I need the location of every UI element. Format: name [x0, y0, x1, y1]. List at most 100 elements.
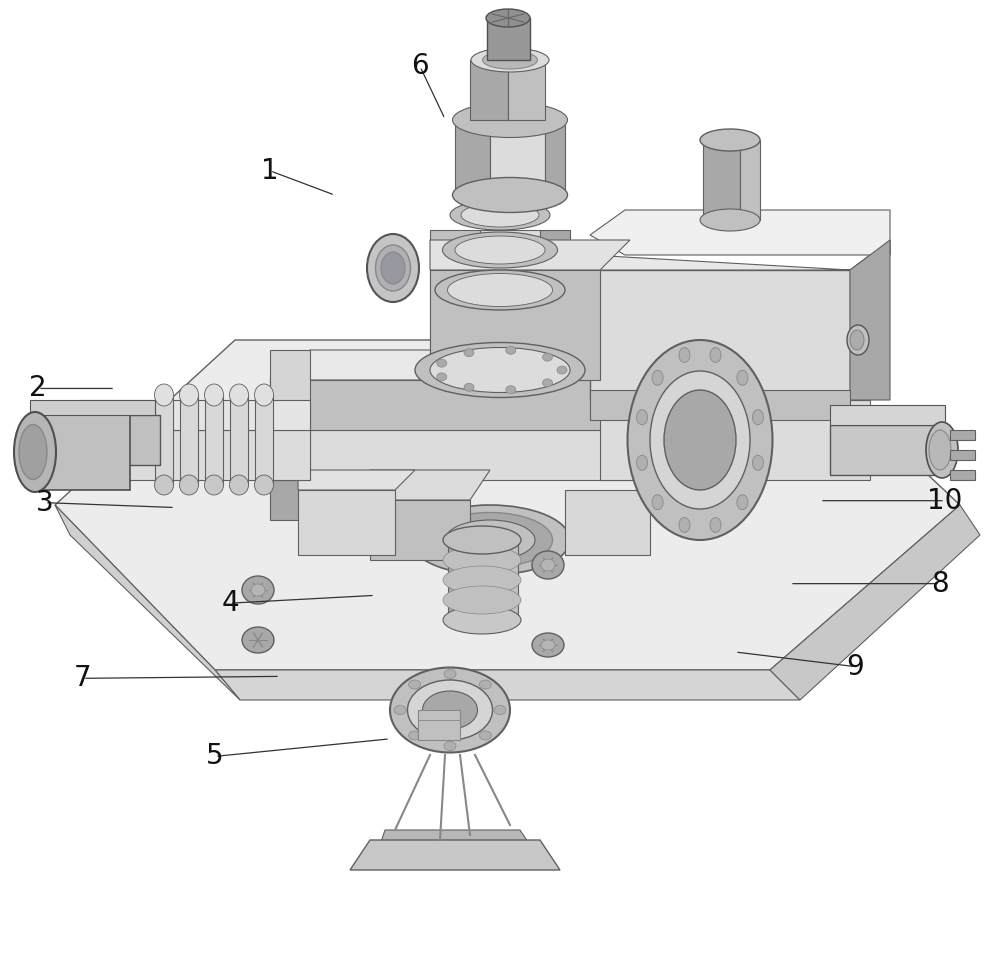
Polygon shape	[470, 60, 508, 120]
Ellipse shape	[408, 680, 492, 740]
Ellipse shape	[464, 384, 474, 391]
Polygon shape	[590, 240, 890, 270]
Polygon shape	[270, 480, 310, 520]
Ellipse shape	[452, 102, 568, 138]
Polygon shape	[430, 230, 480, 380]
Polygon shape	[430, 240, 630, 270]
Ellipse shape	[710, 517, 721, 533]
Polygon shape	[830, 405, 945, 425]
Polygon shape	[590, 390, 850, 420]
Ellipse shape	[415, 343, 585, 397]
Polygon shape	[298, 470, 415, 490]
Polygon shape	[30, 400, 155, 415]
Text: 4: 4	[221, 590, 239, 617]
Ellipse shape	[929, 430, 951, 470]
Ellipse shape	[154, 384, 174, 406]
Polygon shape	[950, 450, 975, 460]
Ellipse shape	[443, 586, 521, 614]
Ellipse shape	[455, 236, 545, 264]
Ellipse shape	[679, 517, 690, 533]
Polygon shape	[740, 140, 760, 220]
Ellipse shape	[409, 731, 421, 740]
Polygon shape	[270, 380, 740, 430]
Ellipse shape	[637, 455, 648, 470]
Ellipse shape	[464, 348, 474, 356]
Ellipse shape	[376, 245, 411, 291]
Ellipse shape	[242, 576, 274, 604]
Text: 9: 9	[846, 653, 864, 680]
Ellipse shape	[254, 384, 274, 406]
Ellipse shape	[180, 475, 198, 495]
Ellipse shape	[437, 359, 447, 367]
Ellipse shape	[242, 627, 274, 653]
Polygon shape	[205, 395, 223, 485]
Ellipse shape	[180, 384, 198, 406]
Ellipse shape	[428, 512, 552, 567]
Polygon shape	[230, 395, 248, 485]
Text: 5: 5	[206, 743, 224, 770]
Ellipse shape	[506, 386, 516, 393]
Polygon shape	[590, 270, 850, 400]
Polygon shape	[270, 350, 740, 380]
Ellipse shape	[443, 546, 521, 574]
Polygon shape	[600, 370, 870, 400]
Ellipse shape	[926, 422, 958, 478]
Ellipse shape	[450, 200, 550, 230]
Polygon shape	[600, 400, 870, 480]
Text: 10: 10	[927, 487, 963, 514]
Ellipse shape	[679, 347, 690, 362]
Polygon shape	[455, 120, 490, 195]
Polygon shape	[270, 430, 740, 480]
Ellipse shape	[752, 455, 763, 470]
Ellipse shape	[410, 505, 570, 575]
Text: 8: 8	[931, 570, 949, 597]
Ellipse shape	[650, 371, 750, 509]
Text: 1: 1	[261, 157, 279, 184]
Polygon shape	[490, 120, 545, 195]
Ellipse shape	[409, 680, 421, 689]
Ellipse shape	[482, 51, 538, 69]
Polygon shape	[430, 270, 600, 380]
Polygon shape	[485, 540, 518, 620]
Polygon shape	[830, 425, 945, 475]
Ellipse shape	[443, 606, 521, 634]
Ellipse shape	[471, 48, 549, 72]
Ellipse shape	[486, 9, 530, 27]
Polygon shape	[180, 395, 198, 485]
Ellipse shape	[532, 551, 564, 579]
Polygon shape	[80, 430, 310, 480]
Ellipse shape	[442, 232, 558, 268]
Polygon shape	[545, 120, 565, 195]
Ellipse shape	[479, 680, 491, 689]
Polygon shape	[590, 210, 890, 255]
Polygon shape	[298, 490, 395, 555]
Ellipse shape	[367, 234, 419, 302]
Polygon shape	[480, 230, 540, 380]
Ellipse shape	[64, 410, 102, 470]
Polygon shape	[80, 400, 310, 430]
Polygon shape	[80, 415, 160, 465]
Text: 7: 7	[74, 665, 92, 692]
Ellipse shape	[435, 270, 565, 310]
Ellipse shape	[205, 384, 224, 406]
Ellipse shape	[542, 379, 552, 386]
Ellipse shape	[19, 425, 47, 479]
Ellipse shape	[737, 495, 748, 509]
Ellipse shape	[251, 584, 265, 596]
Ellipse shape	[254, 475, 274, 495]
Ellipse shape	[14, 412, 56, 492]
Polygon shape	[770, 505, 980, 700]
Polygon shape	[703, 140, 740, 220]
Polygon shape	[370, 470, 490, 500]
Ellipse shape	[700, 209, 760, 231]
Ellipse shape	[444, 742, 456, 751]
Ellipse shape	[230, 475, 248, 495]
Polygon shape	[155, 395, 173, 485]
Text: 2: 2	[29, 375, 47, 402]
Polygon shape	[255, 395, 273, 485]
Polygon shape	[565, 490, 650, 555]
Ellipse shape	[394, 706, 406, 714]
Ellipse shape	[850, 330, 864, 350]
Polygon shape	[448, 540, 485, 620]
Polygon shape	[950, 430, 975, 440]
